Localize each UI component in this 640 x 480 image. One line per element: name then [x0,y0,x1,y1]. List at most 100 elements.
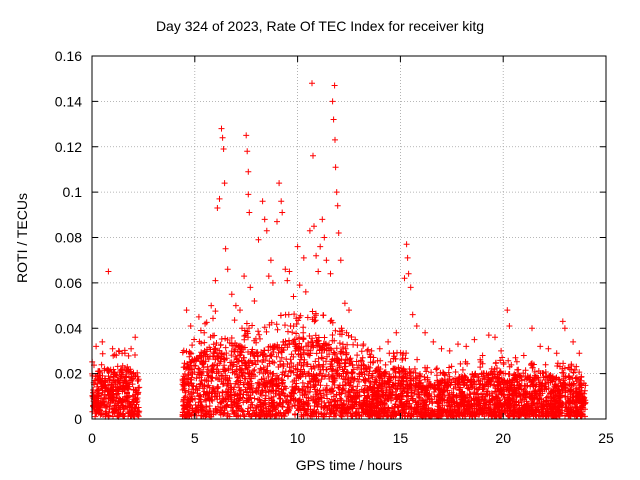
data-point [334,370,341,377]
data-point [332,136,338,143]
data-point [104,367,111,374]
data-point [392,373,399,380]
data-point [327,270,334,277]
data-point [101,382,107,389]
data-point [200,352,207,359]
data-point [284,373,291,380]
data-point [423,368,430,375]
data-point [312,386,318,393]
data-point [259,387,266,394]
data-point [179,349,186,356]
data-point [282,368,289,375]
data-point [467,402,474,408]
data-point [280,363,287,370]
data-point [545,345,552,352]
data-point [96,377,103,384]
data-point [249,350,256,357]
data-point [132,405,139,412]
x-axis-label: GPS time / hours [295,457,403,473]
data-point [373,397,380,404]
data-point [274,402,281,409]
data-point [265,373,272,380]
data-point [576,350,583,357]
data-point [228,348,235,355]
data-point [126,401,133,408]
data-point [384,409,391,416]
data-point [360,341,367,348]
data-point [125,409,132,416]
data-point [275,364,282,370]
data-point [424,364,431,371]
data-point [124,390,130,397]
data-point [373,377,380,384]
data-point [425,412,432,419]
data-point [205,378,212,385]
y-tick-label: 0.06 [55,275,82,291]
data-point [332,327,339,334]
data-point [241,327,248,334]
data-point [97,400,104,407]
y-tick-label: 0.16 [55,48,82,64]
data-point [300,398,307,405]
data-point [114,412,121,419]
y-tick-label: 0.08 [55,230,82,246]
data-point [293,330,300,337]
data-point [394,382,401,389]
data-point [299,392,306,399]
data-point [386,383,393,390]
data-point [202,403,209,410]
data-point [245,191,252,198]
data-point [420,398,427,404]
data-point [249,322,256,329]
data-point [444,387,451,394]
data-point [388,397,395,404]
data-point [180,406,187,413]
data-point [450,394,457,401]
data-point [564,408,571,415]
data-point [297,374,304,380]
data-point [198,377,205,384]
data-point [281,372,288,379]
data-point [130,412,137,419]
data-point [409,395,416,402]
data-point [538,384,545,391]
data-point [201,339,208,346]
data-point [435,381,442,388]
data-point [228,335,235,341]
data-point [493,393,500,400]
data-point [344,341,351,348]
data-point [464,360,471,367]
data-point [497,413,503,420]
data-point [296,399,303,406]
data-point [405,270,412,277]
data-point [409,311,416,318]
data-point [395,380,402,386]
data-point [466,394,473,401]
data-point [299,379,306,386]
data-point [109,409,116,416]
data-point [206,403,213,409]
data-point [412,374,419,381]
data-point [408,389,414,396]
data-point [253,409,260,416]
data-point [410,377,417,384]
data-point [282,338,289,345]
data-point [288,393,295,400]
data-point [404,370,411,377]
data-point [252,361,259,368]
data-point [241,273,248,280]
data-point [441,406,448,413]
data-point [216,195,223,202]
data-point [410,411,417,418]
data-point [243,398,250,405]
data-point [234,374,241,381]
data-point [400,377,407,384]
data-point [404,393,411,400]
data-point [531,374,538,381]
data-point [428,396,435,403]
data-point [310,342,317,349]
data-point [255,236,262,243]
data-point [185,410,192,416]
data-point [297,312,304,319]
data-point [189,342,196,349]
